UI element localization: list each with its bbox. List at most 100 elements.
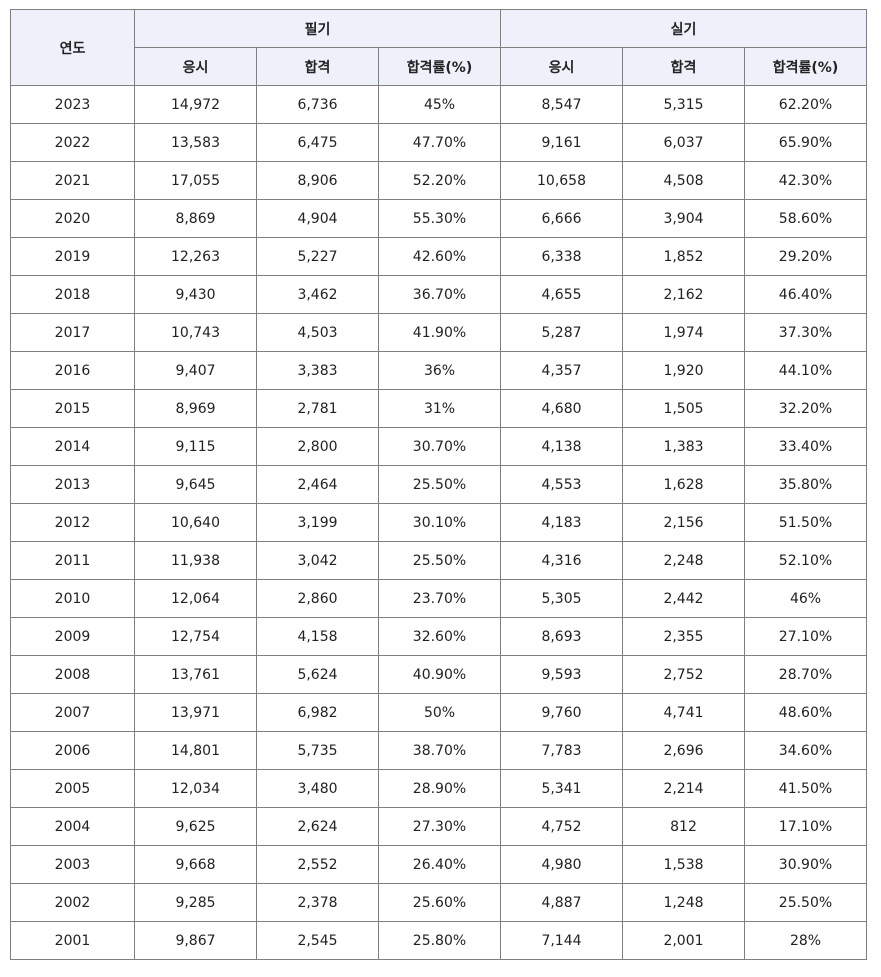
written-pass-rate-cell: 41.90% bbox=[378, 313, 501, 352]
year-cell: 2008 bbox=[10, 655, 135, 694]
written-passed-cell: 6,982 bbox=[256, 693, 379, 732]
practical-passed-cell: 1,505 bbox=[622, 389, 745, 428]
practical-applicants-cell: 4,752 bbox=[500, 807, 623, 846]
written-pass-rate-cell: 26.40% bbox=[378, 845, 501, 884]
year-cell: 2001 bbox=[10, 921, 135, 960]
practical-exam-header: 실기 bbox=[500, 9, 867, 48]
practical-passed-cell: 2,442 bbox=[622, 579, 745, 618]
written-passed-cell: 6,475 bbox=[256, 123, 379, 162]
written-pass-rate-cell: 50% bbox=[378, 693, 501, 732]
written-pass-rate-cell: 31% bbox=[378, 389, 501, 428]
written-applicants-cell: 13,583 bbox=[134, 123, 257, 162]
practical-pass-rate-cell: 46% bbox=[744, 579, 867, 618]
written-pass-rate-cell: 30.70% bbox=[378, 427, 501, 466]
written-passed-cell: 6,736 bbox=[256, 85, 379, 124]
practical-applicants-cell: 5,305 bbox=[500, 579, 623, 618]
written-applicants-cell: 11,938 bbox=[134, 541, 257, 580]
practical-applicants-cell: 9,161 bbox=[500, 123, 623, 162]
written-passed-cell: 5,227 bbox=[256, 237, 379, 276]
year-cell: 2017 bbox=[10, 313, 135, 352]
written-passed-cell: 2,624 bbox=[256, 807, 379, 846]
practical-applicants-cell: 10,658 bbox=[500, 161, 623, 200]
practical-passed-cell: 1,920 bbox=[622, 351, 745, 390]
written-pass-rate-cell: 30.10% bbox=[378, 503, 501, 542]
practical-applicants-cell: 4,655 bbox=[500, 275, 623, 314]
written-passed-cell: 5,624 bbox=[256, 655, 379, 694]
practical-passed-cell: 1,974 bbox=[622, 313, 745, 352]
table-body: 2023 14,972 6,736 45% 8,547 5,315 62.20% 2022 13… bbox=[10, 85, 867, 960]
written-applicants-cell: 14,972 bbox=[134, 85, 257, 124]
written-applicants-cell: 9,625 bbox=[134, 807, 257, 846]
written-passed-cell: 3,383 bbox=[256, 351, 379, 390]
practical-passed-cell: 2,162 bbox=[622, 275, 745, 314]
practical-passed-cell: 2,001 bbox=[622, 921, 745, 960]
practical-passed-cell: 4,741 bbox=[622, 693, 745, 732]
exam-statistics-table: 연도 필기 실기 응시 합격 합격률(%) 응시 합격 합격률(%) 2023 1… bbox=[10, 9, 867, 960]
written-pass-rate-cell: 25.50% bbox=[378, 465, 501, 504]
practical-pass-rate-cell: 51.50% bbox=[744, 503, 867, 542]
written-pass-rate-cell: 45% bbox=[378, 85, 501, 124]
practical-pass-rate-cell: 17.10% bbox=[744, 807, 867, 846]
written-passed-cell: 4,503 bbox=[256, 313, 379, 352]
year-cell: 2012 bbox=[10, 503, 135, 542]
table-row: 2004 9,625 2,624 27.30% 4,752 812 17.10% bbox=[10, 807, 867, 846]
year-cell: 2019 bbox=[10, 237, 135, 276]
practical-passed-cell: 2,752 bbox=[622, 655, 745, 694]
written-applicants-cell: 14,801 bbox=[134, 731, 257, 770]
written-applicants-cell: 9,407 bbox=[134, 351, 257, 390]
practical-applicants-cell: 4,887 bbox=[500, 883, 623, 922]
year-cell: 2009 bbox=[10, 617, 135, 656]
practical-passed-cell: 1,248 bbox=[622, 883, 745, 922]
written-exam-header: 필기 bbox=[134, 9, 501, 48]
practical-applicants-cell: 5,287 bbox=[500, 313, 623, 352]
table-row: 2010 12,064 2,860 23.70% 5,305 2,442 46% bbox=[10, 579, 867, 618]
year-cell: 2016 bbox=[10, 351, 135, 390]
year-cell: 2004 bbox=[10, 807, 135, 846]
practical-passed-cell: 2,248 bbox=[622, 541, 745, 580]
practical-pass-rate-cell: 52.10% bbox=[744, 541, 867, 580]
practical-applicants-cell: 7,144 bbox=[500, 921, 623, 960]
practical-passed-cell: 5,315 bbox=[622, 85, 745, 124]
table-row: 2011 11,938 3,042 25.50% 4,316 2,248 52.10% bbox=[10, 541, 867, 580]
written-applicants-cell: 12,064 bbox=[134, 579, 257, 618]
written-pass-rate-cell: 23.70% bbox=[378, 579, 501, 618]
written-applicants-cell: 10,743 bbox=[134, 313, 257, 352]
year-cell: 2020 bbox=[10, 199, 135, 238]
practical-passed-cell: 3,904 bbox=[622, 199, 745, 238]
written-applicants-cell: 8,969 bbox=[134, 389, 257, 428]
year-cell: 2013 bbox=[10, 465, 135, 504]
table-row: 2009 12,754 4,158 32.60% 8,693 2,355 27.10% bbox=[10, 617, 867, 656]
written-applicants-cell: 9,668 bbox=[134, 845, 257, 884]
written-applicants-cell: 13,971 bbox=[134, 693, 257, 732]
table-row: 2002 9,285 2,378 25.60% 4,887 1,248 25.50% bbox=[10, 883, 867, 922]
practical-pass-rate-cell: 25.50% bbox=[744, 883, 867, 922]
written-applicants-cell: 10,640 bbox=[134, 503, 257, 542]
practical-applicants-cell: 8,693 bbox=[500, 617, 623, 656]
written-passed-cell: 5,735 bbox=[256, 731, 379, 770]
practical-applicants-cell: 4,316 bbox=[500, 541, 623, 580]
practical-passed-cell: 1,628 bbox=[622, 465, 745, 504]
practical-applicants-cell: 4,680 bbox=[500, 389, 623, 428]
year-cell: 2014 bbox=[10, 427, 135, 466]
year-cell: 2006 bbox=[10, 731, 135, 770]
written-applicants-cell: 9,430 bbox=[134, 275, 257, 314]
practical-pass-rate-cell: 32.20% bbox=[744, 389, 867, 428]
practical-pass-rate-cell: 30.90% bbox=[744, 845, 867, 884]
practical-pass-rate-cell: 44.10% bbox=[744, 351, 867, 390]
written-applicants-cell: 17,055 bbox=[134, 161, 257, 200]
written-pass-rate-cell: 38.70% bbox=[378, 731, 501, 770]
written-passed-cell: 4,158 bbox=[256, 617, 379, 656]
written-applicants-cell: 12,754 bbox=[134, 617, 257, 656]
table-header: 연도 필기 실기 응시 합격 합격률(%) 응시 합격 합격률(%) bbox=[10, 9, 867, 86]
table-row: 2014 9,115 2,800 30.70% 4,138 1,383 33.40% bbox=[10, 427, 867, 466]
table-row: 2015 8,969 2,781 31% 4,680 1,505 32.20% bbox=[10, 389, 867, 428]
table-row: 2019 12,263 5,227 42.60% 6,338 1,852 29.20% bbox=[10, 237, 867, 276]
written-pass-rate-cell: 36% bbox=[378, 351, 501, 390]
year-cell: 2021 bbox=[10, 161, 135, 200]
practical-applicants-cell: 4,138 bbox=[500, 427, 623, 466]
written-passed-cell: 2,464 bbox=[256, 465, 379, 504]
written-pass-rate-cell: 25.50% bbox=[378, 541, 501, 580]
practical-pass-rate-cell: 41.50% bbox=[744, 769, 867, 808]
year-cell: 2010 bbox=[10, 579, 135, 618]
written-passed-cell: 2,378 bbox=[256, 883, 379, 922]
